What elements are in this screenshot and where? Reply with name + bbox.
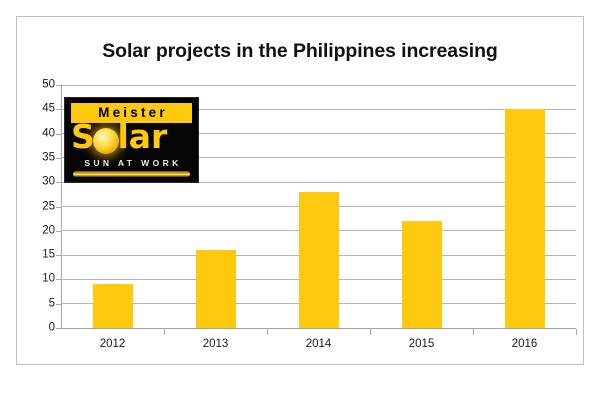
chart-title: Solar projects in the Philippines increa…	[102, 40, 498, 62]
x-axis-ticks	[61, 329, 577, 335]
y-axis-tick-label: 0	[48, 321, 55, 334]
y-axis-tick-label: 35	[42, 151, 55, 164]
y-axis-tick-label: 25	[42, 199, 55, 212]
logo-underline-bar	[73, 171, 190, 177]
gridline	[61, 328, 576, 329]
y-axis-line	[61, 85, 62, 329]
bar-2015	[401, 221, 442, 328]
y-axis-tick-label: 15	[42, 248, 55, 261]
sun-icon	[93, 128, 119, 154]
y-axis-tick-label: 5	[48, 296, 55, 309]
y-axis-tick	[56, 109, 61, 111]
y-axis-ticks	[56, 85, 61, 329]
y-axis-tick	[56, 157, 61, 159]
gridline	[61, 157, 576, 159]
y-axis-labels: 0 5 10 15 20 25 30 35 40 45 50	[16, 79, 55, 333]
y-axis-tick	[56, 206, 61, 208]
bar-2016	[504, 109, 545, 328]
y-axis-tick	[56, 133, 61, 135]
bar-2013	[195, 250, 236, 328]
y-axis-tick-label: 30	[42, 175, 55, 188]
y-axis-tick-label: 50	[42, 78, 55, 91]
x-axis-tick-label: 2013	[202, 338, 229, 350]
y-axis-tick-label: 20	[42, 224, 55, 237]
bar-2012	[92, 284, 133, 328]
x-axis-tick	[473, 329, 474, 335]
y-axis-tick	[56, 230, 61, 232]
x-axis-tick-label: 2012	[99, 338, 126, 350]
y-axis-tick	[56, 328, 61, 329]
y-axis-tick	[56, 303, 61, 305]
meister-solar-logo-watermark: Meister Solar SUN AT WORK	[64, 97, 199, 183]
x-axis-tick-label: 2015	[408, 338, 435, 350]
gridline	[61, 108, 576, 110]
y-axis-tick-label: 10	[42, 272, 55, 285]
x-axis-tick-label: 2016	[511, 338, 538, 350]
x-axis-tick	[370, 329, 371, 335]
y-axis-tick	[56, 85, 61, 86]
logo-brand-main: Solar	[71, 117, 168, 156]
x-axis-labels: 2012 2013 2014 2015 2016	[61, 337, 576, 355]
gridline	[61, 84, 576, 86]
gridline	[61, 133, 576, 135]
y-axis-tick	[56, 182, 61, 184]
logo-tagline: SUN AT WORK	[84, 158, 182, 168]
y-axis-tick-label: 45	[42, 102, 55, 115]
y-axis-tick-label: 40	[42, 126, 55, 139]
x-axis-tick	[576, 329, 577, 335]
y-axis-tick	[56, 279, 61, 281]
logo-brand-top: Meister	[71, 103, 192, 123]
gridline	[61, 181, 576, 183]
x-axis-tick	[164, 329, 165, 335]
y-axis-tick	[56, 255, 61, 257]
plot-area	[61, 84, 576, 329]
bar-2014	[298, 191, 339, 328]
x-axis-tick-label: 2014	[305, 338, 332, 350]
x-axis-tick	[267, 329, 268, 335]
logo-brand-main-wrap: Solar	[71, 118, 196, 160]
